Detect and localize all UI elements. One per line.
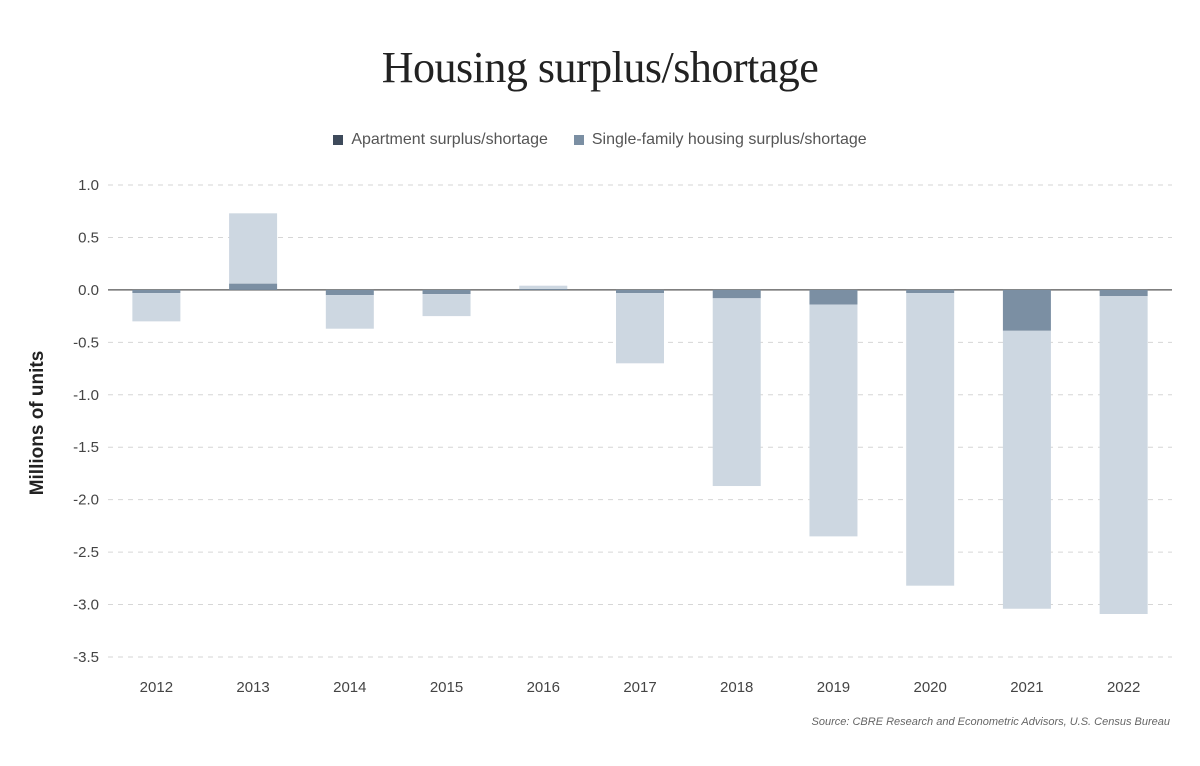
bar-apartment-2017 xyxy=(616,289,664,294)
x-tick-label: 2022 xyxy=(1107,679,1140,696)
y-tick-label: -2.5 xyxy=(73,544,99,561)
bar-single-family-2016 xyxy=(519,285,568,289)
y-tick-label: 1.0 xyxy=(78,177,99,194)
bar-single-family-2018 xyxy=(712,298,761,487)
bar-apartment-2012 xyxy=(132,289,181,294)
bar-apartment-2019 xyxy=(809,289,858,305)
bar-apartment-2016 xyxy=(519,288,568,290)
bar-apartment-2018 xyxy=(712,289,761,299)
x-tick-label: 2018 xyxy=(720,679,753,696)
bar-apartment-2015 xyxy=(422,289,471,295)
bar-single-family-2012 xyxy=(132,293,181,322)
y-tick-label: -3.5 xyxy=(73,649,99,666)
y-tick-label: -1.5 xyxy=(73,439,99,456)
y-tick-label: -0.5 xyxy=(73,334,99,351)
y-tick-label: -2.0 xyxy=(73,492,99,509)
x-tick-label: 2012 xyxy=(140,679,173,696)
x-tick-label: 2013 xyxy=(236,679,269,696)
y-tick-label: 0.5 xyxy=(78,229,99,246)
bar-single-family-2017 xyxy=(616,293,664,364)
x-tick-label: 2016 xyxy=(527,679,560,696)
bar-single-family-2021 xyxy=(1002,330,1051,609)
x-tick-label: 2015 xyxy=(430,679,463,696)
bar-apartment-2014 xyxy=(325,289,374,296)
legend-label-single-family: Single-family housing surplus/shortage xyxy=(591,131,867,148)
x-tick-label: 2021 xyxy=(1010,679,1043,696)
y-axis-title: Millions of units xyxy=(27,351,48,496)
bar-single-family-2022 xyxy=(1099,296,1148,614)
x-tick-label: 2020 xyxy=(913,679,946,696)
bar-apartment-2021 xyxy=(1002,289,1051,331)
bar-apartment-2022 xyxy=(1099,289,1148,297)
bar-single-family-2013 xyxy=(229,213,278,284)
bar-single-family-2015 xyxy=(422,294,471,317)
legend-item-apartment: Apartment surplus/shortage xyxy=(333,131,548,149)
x-tick-label: 2017 xyxy=(623,679,656,696)
legend-item-single-family: Single-family housing surplus/shortage xyxy=(573,131,867,149)
x-tick-label: 2014 xyxy=(333,679,366,696)
source-note: Source: CBRE Research and Econometric Ad… xyxy=(811,716,1170,728)
bar-single-family-2020 xyxy=(906,293,955,586)
bar-apartment-2020 xyxy=(906,289,955,294)
bar-apartment-2013 xyxy=(229,283,278,290)
x-tick-label: 2019 xyxy=(817,679,850,696)
y-tick-label: 0.0 xyxy=(78,282,99,299)
bar-single-family-2019 xyxy=(809,304,858,537)
legend-swatch-apartment xyxy=(333,135,344,145)
legend-swatch-single-family xyxy=(573,135,584,145)
y-tick-label: -3.0 xyxy=(73,597,99,614)
legend-label-apartment: Apartment surplus/shortage xyxy=(351,131,548,148)
chart-title: Housing surplus/shortage xyxy=(381,43,819,92)
y-tick-label: -1.0 xyxy=(73,387,99,404)
legend: Apartment surplus/shortage Single-family… xyxy=(0,131,1200,149)
bar-single-family-2014 xyxy=(325,295,374,329)
